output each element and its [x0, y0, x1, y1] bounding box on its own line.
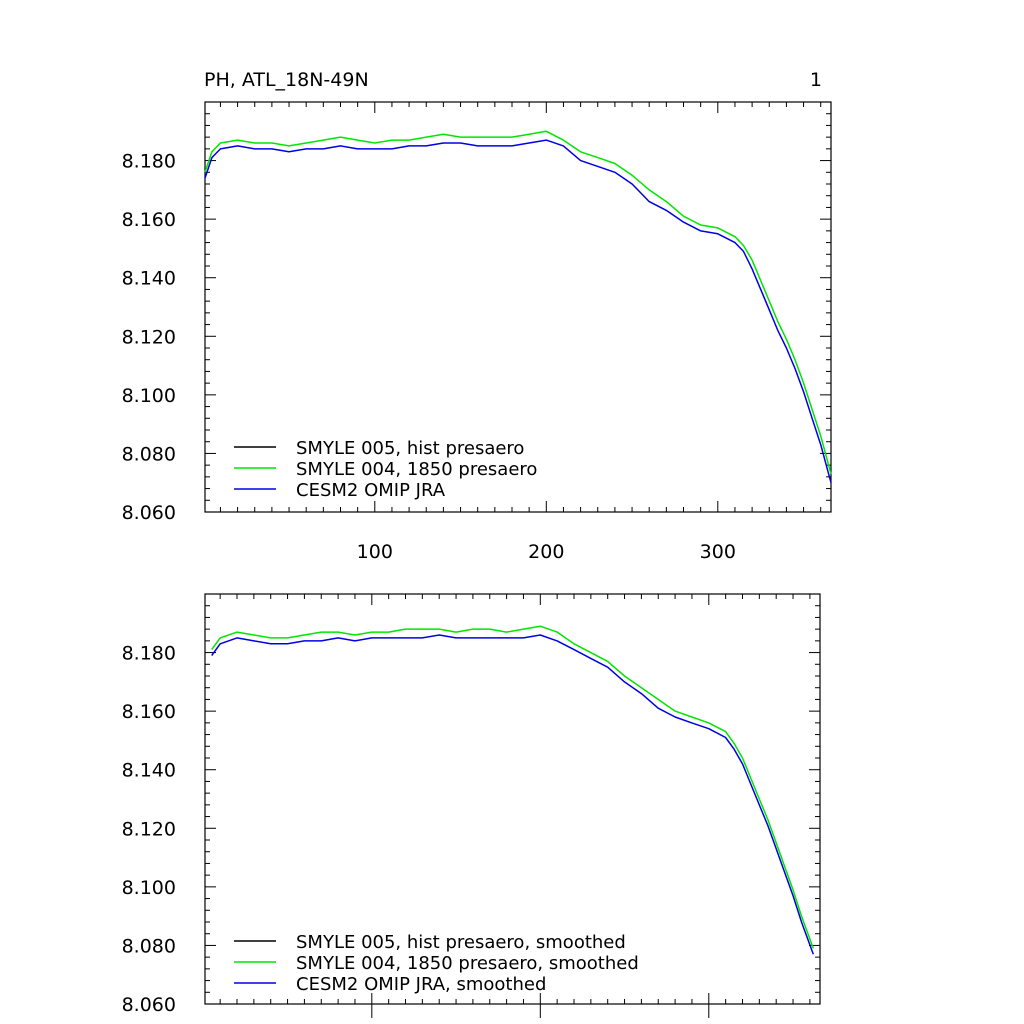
top-plot-frame [204, 101, 832, 513]
top-legend-label-omip: CESM2 OMIP JRA [296, 480, 446, 501]
top-legend-label-hist: SMYLE 005, hist presaero [296, 438, 524, 459]
top-x-tick-label: 300 [700, 541, 736, 563]
top-y-tick-label: 8.120 [122, 326, 176, 348]
top-x-tick-label: 100 [357, 541, 393, 563]
bottom-legend: SMYLE 005, hist presaero, smoothed SMYLE… [234, 932, 639, 995]
top-y-tick-label: 8.080 [122, 443, 176, 465]
top-y-tick-label: 8.060 [122, 502, 176, 524]
bottom-y-tick-label: 8.080 [122, 935, 176, 957]
bottom-y-tick-label: 8.140 [122, 760, 176, 782]
top-panel-title: PH, ATL_18N-49N [204, 69, 369, 91]
top-panel: PH, ATL_18N-49N 1 100 200 300 8.0608.0808.… [122, 69, 832, 563]
top-series [204, 130, 832, 483]
bottom-x-ticks [219, 594, 811, 1018]
bottom-legend-label-1850: SMYLE 004, 1850 presaero, smoothed [296, 953, 639, 974]
bottom-y-tick-label: 8.120 [122, 818, 176, 840]
top-panel-corner-label: 1 [810, 69, 822, 91]
bottom-panel: 8.060 8.080 8.100 8.120 8.140 8.160 8.180 SMYL… [122, 593, 821, 1018]
top-y-tick-label: 8.180 [122, 151, 176, 173]
bottom-legend-label-hist: SMYLE 005, hist presaero, smoothed [296, 932, 626, 953]
bottom-series [211, 625, 815, 955]
top-x-ticks: 100 200 300 [219, 102, 822, 563]
top-series-line-omip [204, 139, 832, 483]
bottom-series-line-p1850 [211, 625, 815, 949]
bottom-y-tick-label: 8.100 [122, 877, 176, 899]
top-legend-label-1850: SMYLE 004, 1850 presaero [296, 459, 537, 480]
bottom-y-tick-label: 8.160 [122, 701, 176, 723]
top-series-line-p1850 [204, 130, 832, 475]
bottom-plot-frame [204, 593, 821, 1005]
top-legend: SMYLE 005, hist presaero SMYLE 004, 1850… [234, 438, 537, 501]
top-y-tick-label: 8.100 [122, 385, 176, 407]
bottom-y-tick-label: 8.060 [122, 994, 176, 1016]
top-y-tick-label: 8.160 [122, 209, 176, 231]
top-y-tick-label: 8.140 [122, 268, 176, 290]
top-y-ticks: 8.060 8.080 8.100 8.120 8.140 8.160 8.180 [122, 101, 831, 524]
bottom-y-tick-label: 8.180 [122, 643, 176, 665]
bottom-legend-label-omip: CESM2 OMIP JRA, smoothed [296, 974, 546, 995]
bottom-series-line-omip [211, 634, 815, 955]
top-x-tick-label: 200 [528, 541, 564, 563]
